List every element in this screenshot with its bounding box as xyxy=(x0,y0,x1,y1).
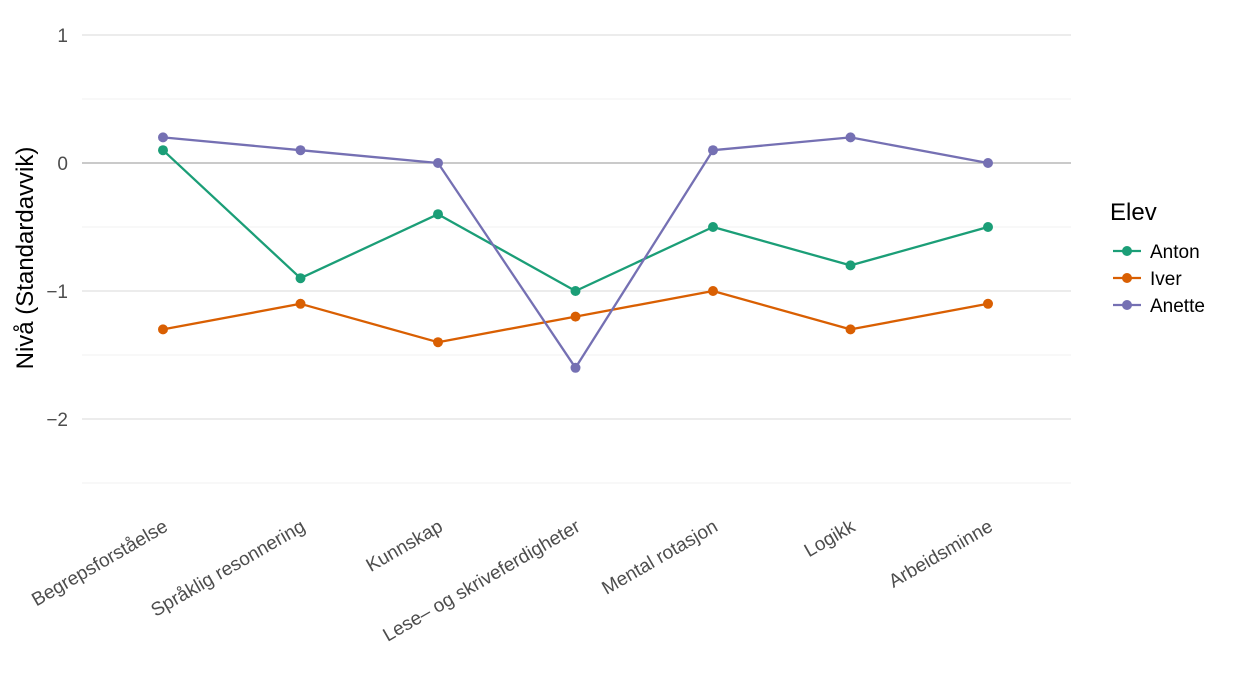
legend-key-point xyxy=(1122,300,1132,310)
data-point-anette xyxy=(433,158,443,168)
grid-layer xyxy=(82,34,1071,484)
y-tick-label: 1 xyxy=(57,26,68,47)
data-point-anton xyxy=(433,209,443,220)
x-tick-label: Begrepsforståelse xyxy=(28,516,171,611)
data-point-iver xyxy=(433,337,443,348)
y-tick-label: 0 xyxy=(57,154,68,175)
y-tick-label: −1 xyxy=(46,282,68,303)
y-axis-ticks: 1 0 −1 −2 xyxy=(46,26,68,431)
data-point-anette xyxy=(158,132,168,143)
data-point-anette xyxy=(570,362,581,373)
data-point-anton xyxy=(708,222,718,232)
data-point-anette xyxy=(295,145,306,156)
x-tick-label: Mental rotasjon xyxy=(598,516,721,599)
legend-key-point xyxy=(1122,246,1132,256)
data-point-anton xyxy=(295,273,306,284)
legend-item-anton: Anton xyxy=(1113,242,1200,263)
series-anton xyxy=(158,145,993,296)
legend-key-point xyxy=(1122,273,1132,283)
data-point-iver xyxy=(295,298,306,309)
legend-label: Anette xyxy=(1150,296,1205,317)
data-point-iver xyxy=(158,324,168,335)
data-point-iver xyxy=(845,324,856,335)
data-point-iver xyxy=(570,311,581,322)
y-axis-title: Nivå (Standardavvik) xyxy=(12,147,39,370)
series-iver xyxy=(158,286,993,348)
legend-label: Anton xyxy=(1150,242,1200,263)
legend-title: Elev xyxy=(1110,199,1157,226)
legend: Elev Anton Iver Anette xyxy=(1110,199,1205,317)
data-point-anton xyxy=(570,286,581,296)
data-point-anette xyxy=(708,145,718,156)
x-tick-label: Arbeidsminne xyxy=(885,516,996,592)
series-line-anette xyxy=(162,136,989,369)
x-tick-label: Logikk xyxy=(801,516,859,562)
data-point-anton xyxy=(158,145,168,156)
legend-item-iver: Iver xyxy=(1113,269,1182,290)
data-point-anton xyxy=(845,260,856,271)
series-line-anton xyxy=(162,149,989,293)
data-point-iver xyxy=(708,286,718,296)
data-point-anton xyxy=(983,222,993,232)
data-point-iver xyxy=(983,298,993,309)
legend-label: Iver xyxy=(1150,269,1182,290)
legend-item-anette: Anette xyxy=(1113,296,1205,317)
x-tick-label: Språklig resonnering xyxy=(148,516,309,621)
data-point-anette xyxy=(845,132,856,143)
series-layer xyxy=(158,132,993,373)
series-anette xyxy=(158,132,993,373)
y-tick-label: −2 xyxy=(46,410,68,431)
x-tick-label: Kunnskap xyxy=(363,516,447,576)
data-point-anette xyxy=(983,158,993,168)
